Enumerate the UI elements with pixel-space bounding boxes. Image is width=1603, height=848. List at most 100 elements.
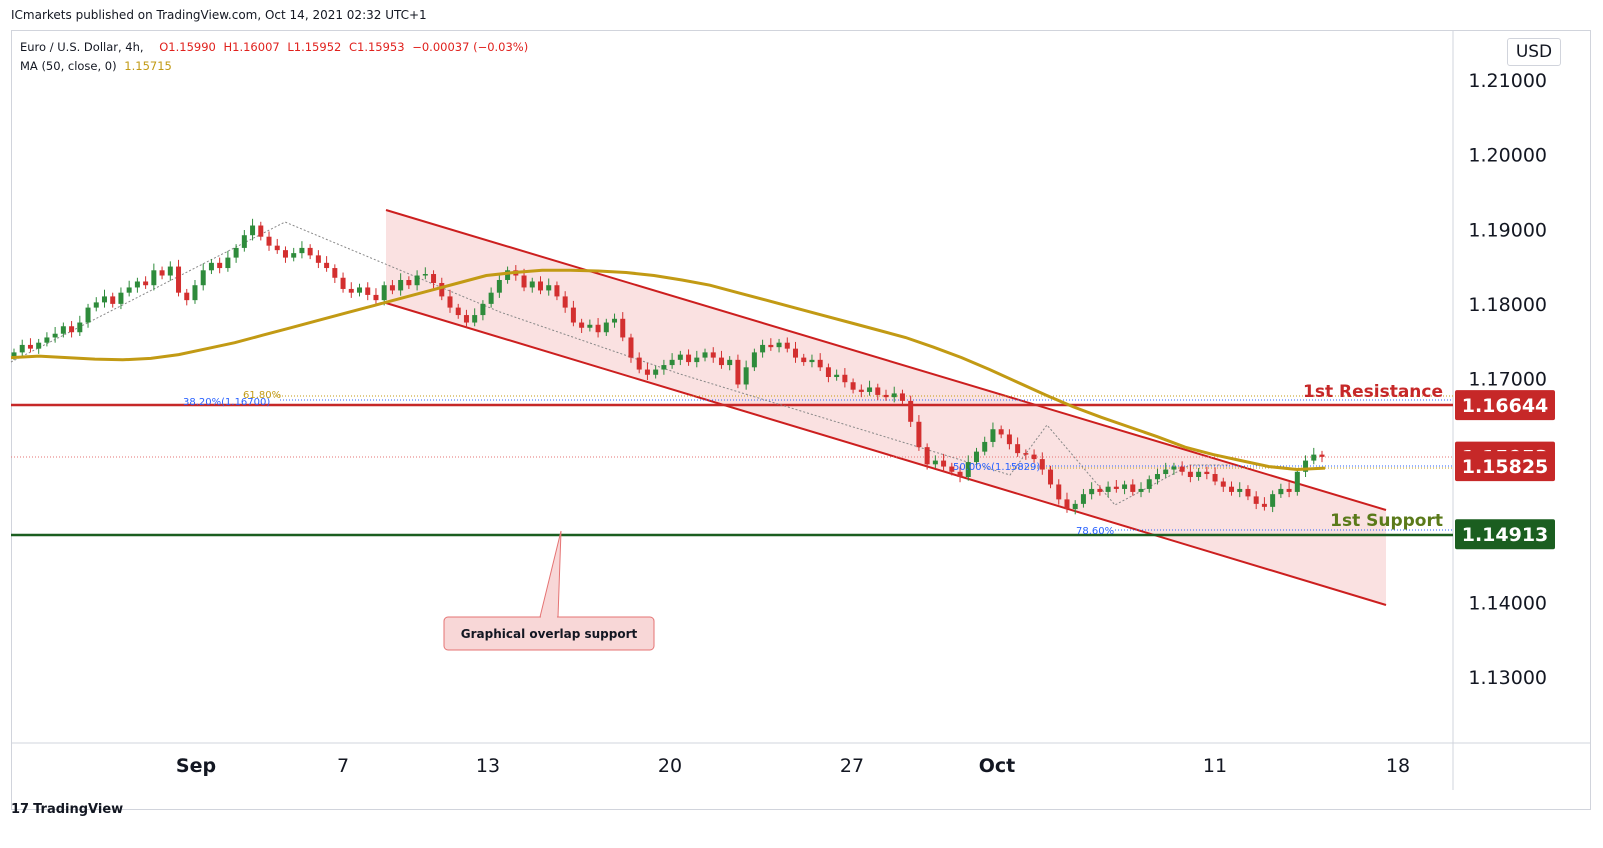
price-tick-label: 1.14000 — [1468, 592, 1547, 614]
price-label-text: 1.16644 — [1462, 395, 1549, 417]
candle-body — [521, 275, 527, 288]
candle-body — [1146, 479, 1152, 489]
price-tick-label: 1.19000 — [1468, 219, 1547, 241]
candle-body — [998, 429, 1004, 435]
price-label-tag — [1455, 390, 1555, 421]
time-tick-label: 11 — [1203, 755, 1227, 777]
candle-body — [134, 281, 140, 288]
candle-body — [44, 337, 50, 343]
candle-body — [36, 342, 42, 349]
candle-body — [686, 354, 692, 363]
candle-body — [357, 287, 363, 293]
candle-body — [282, 250, 288, 258]
legend-ma-label: MA (50, close, 0) — [20, 59, 117, 73]
candle-body — [941, 460, 947, 467]
channel-lower-line[interactable] — [385, 302, 1387, 606]
candle-body — [760, 344, 766, 353]
candle-body — [1130, 484, 1136, 492]
candle-body — [677, 354, 683, 360]
candle-body — [1089, 488, 1095, 495]
descending-channel-fill — [386, 210, 1386, 605]
candle-body — [1286, 488, 1292, 492]
candle-body — [1048, 469, 1054, 485]
price-tick-label: 1.13000 — [1468, 667, 1547, 689]
candle-body — [1319, 454, 1325, 457]
candle-body — [266, 236, 272, 246]
candle-body — [167, 266, 173, 276]
channel-upper-line[interactable] — [385, 209, 1387, 511]
candle-body — [496, 279, 502, 293]
candle-body — [1064, 499, 1070, 510]
price-tick-label: 1.21000 — [1468, 70, 1547, 92]
legend-symbol: Euro / U.S. Dollar, 4h, — [20, 40, 144, 54]
candle-body — [817, 359, 823, 368]
candle-body — [1097, 488, 1103, 492]
fib-786-label: 78.60% — [1076, 526, 1114, 537]
candle-body — [809, 359, 815, 363]
callout-text: Graphical overlap support — [461, 627, 638, 641]
legend-row-price: Euro / U.S. Dollar, 4h, O1.15990 H1.1600… — [20, 38, 532, 57]
candle-body — [69, 326, 75, 333]
candle-body — [727, 359, 733, 366]
candle-body — [899, 393, 905, 401]
legend-high: H1.16007 — [223, 40, 280, 54]
candle-body — [858, 389, 864, 392]
candle-body — [208, 262, 214, 271]
legend-change: −0.00037 (−0.03%) — [412, 40, 529, 54]
candle-body — [743, 367, 749, 385]
fib-618-label: 61.80% — [243, 390, 281, 401]
time-tick-label: 20 — [658, 755, 682, 777]
candle-body — [1006, 434, 1012, 445]
candle-body — [1105, 486, 1111, 492]
candle-body — [768, 344, 774, 348]
price-label-tag — [1455, 451, 1555, 482]
watermark-text: TradingView — [33, 802, 124, 817]
candle-body — [620, 318, 626, 338]
time-tick-label: 13 — [476, 755, 500, 777]
candle-body — [546, 285, 552, 291]
candle-body — [110, 296, 116, 304]
ma50-line[interactable] — [10, 268, 1326, 472]
candle-body — [463, 315, 469, 323]
candle-body — [151, 270, 157, 286]
candle-body — [324, 262, 330, 269]
candle-body — [11, 352, 17, 357]
candle-body — [990, 429, 996, 442]
candle-body — [579, 322, 585, 328]
candle-body — [1163, 469, 1169, 475]
time-tick-label: Oct — [979, 755, 1016, 777]
candle-body — [570, 307, 576, 323]
candle-body — [883, 394, 889, 398]
legend-row-ma: MA (50, close, 0) 1.15715 — [20, 57, 532, 76]
candle-body — [735, 359, 741, 385]
candles-group — [11, 218, 1325, 515]
candle-body — [562, 296, 568, 308]
candle-body — [233, 247, 239, 258]
tradingview-watermark: 17 TradingView — [11, 802, 123, 817]
candle-body — [628, 337, 634, 358]
time-axis-ticks: Sep 7 13 20 27 Oct 11 18 — [176, 755, 1410, 777]
candle-body — [241, 235, 247, 248]
price-label-text: 1.15825 — [1462, 456, 1549, 478]
candle-body — [200, 270, 206, 286]
currency-button[interactable]: USD — [1507, 38, 1561, 66]
candle-body — [1253, 496, 1259, 504]
candle-body — [554, 285, 560, 297]
candle-body — [52, 333, 58, 338]
candle-body — [143, 281, 149, 286]
time-tick-label: 18 — [1386, 755, 1410, 777]
price-tick-label: 1.17000 — [1468, 369, 1547, 391]
candle-body — [93, 302, 99, 308]
candle-body — [867, 387, 873, 392]
candle-body — [793, 348, 799, 358]
candle-body — [595, 324, 601, 333]
candle-body — [332, 268, 338, 278]
candle-body — [1154, 474, 1160, 480]
candle-body — [982, 441, 988, 452]
candle-body — [603, 322, 609, 333]
candle-body — [1015, 444, 1021, 454]
price-label-tag — [1455, 519, 1555, 550]
price-label-text: 1.14913 — [1462, 524, 1549, 546]
